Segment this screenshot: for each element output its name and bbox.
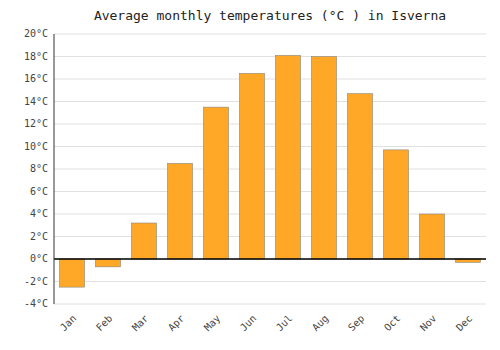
- bar: [239, 73, 264, 259]
- bar: [167, 163, 192, 259]
- y-tick-label: 16°C: [24, 73, 48, 84]
- x-tick-label: Oct: [382, 313, 403, 334]
- grid-line: [54, 169, 486, 170]
- grid-line: [54, 146, 486, 147]
- grid-line: [54, 79, 486, 80]
- y-tick-label: -2°C: [24, 276, 48, 287]
- grid-line: [54, 34, 486, 35]
- x-tick-label: Apr: [166, 313, 187, 334]
- x-tick-label: Jul: [274, 313, 295, 334]
- grid-line: [54, 281, 486, 282]
- chart-container: Average monthly temperatures (°C ) in Is…: [0, 0, 500, 350]
- x-tick-label: Aug: [310, 313, 331, 334]
- bar: [95, 259, 120, 267]
- x-tick-labels: Jan Feb Mar Apr May Jun Jul Aug Sep Oct Nov Dec: [58, 313, 475, 334]
- y-tick-label: -4°C: [24, 298, 48, 309]
- y-tick-label: 18°C: [24, 51, 48, 62]
- bar: [383, 150, 408, 259]
- y-tick-label: 12°C: [24, 118, 48, 129]
- grid-line: [54, 191, 486, 192]
- grid-line: [54, 56, 486, 57]
- page: {"chart_data": {"type": "bar", "title": …: [0, 0, 500, 350]
- bar: [59, 259, 84, 287]
- x-tick-label: Mar: [130, 313, 151, 334]
- x-tick-label: Jan: [58, 313, 79, 334]
- x-tick-label: Feb: [94, 313, 115, 334]
- y-tick-label: 4°C: [30, 208, 48, 219]
- x-tick-label: Sep: [346, 313, 367, 334]
- x-tick-label: Nov: [418, 313, 439, 334]
- grid-line: [54, 124, 486, 125]
- y-tick-labels: -4°C -2°C 0°C 2°C 4°C 6°C 8°C 10°C 12°C 14°C 16°C 1…: [24, 28, 48, 309]
- y-tick-label: 10°C: [24, 141, 48, 152]
- y-tick-label: 6°C: [30, 186, 48, 197]
- bar: [419, 214, 444, 259]
- x-tick-label: Dec: [454, 313, 475, 334]
- x-tick-label: Jun: [238, 313, 259, 334]
- bar: [203, 107, 228, 259]
- chart: Average monthly temperatures (°C ) in Is…: [0, 0, 500, 350]
- bars: [59, 55, 480, 287]
- y-tick-label: 20°C: [24, 28, 48, 39]
- title: Average monthly temperatures (°C ) in Is…: [94, 8, 446, 23]
- y-tick-label: 0°C: [30, 253, 48, 264]
- grid-line: [54, 304, 486, 305]
- zero-line: [54, 258, 486, 260]
- bar: [275, 55, 300, 259]
- grid-line: [54, 101, 486, 102]
- grid-line: [54, 259, 486, 260]
- y-tick-label: 14°C: [24, 96, 48, 107]
- x-tick-label: May: [202, 313, 223, 334]
- grid: [54, 34, 486, 304]
- bar: [311, 57, 336, 260]
- y-tick-label: 8°C: [30, 163, 48, 174]
- bar: [131, 223, 156, 259]
- y-axis-line: [54, 34, 55, 304]
- bar: [347, 94, 372, 259]
- y-tick-label: 2°C: [30, 231, 48, 242]
